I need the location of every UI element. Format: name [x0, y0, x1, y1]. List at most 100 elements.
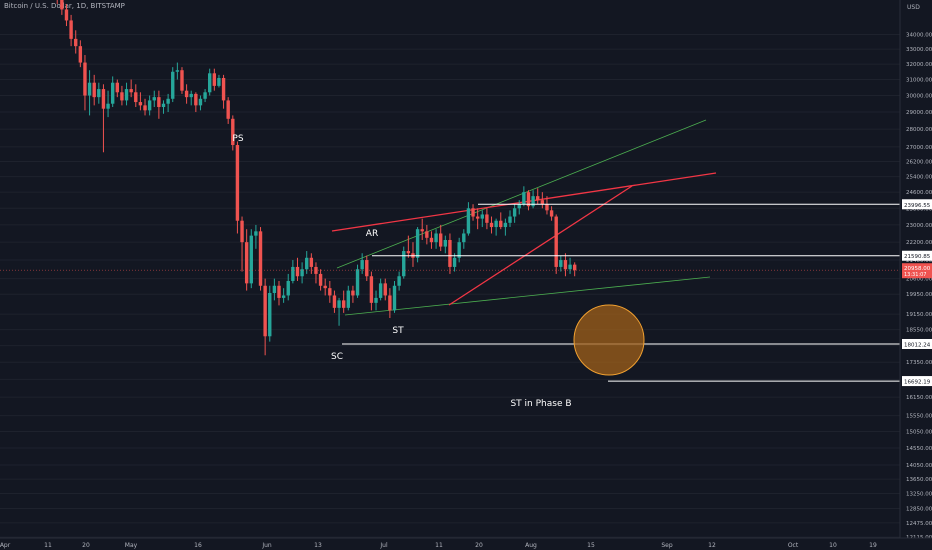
candle-body	[203, 92, 207, 99]
candle-body	[466, 208, 471, 234]
candle-body	[272, 285, 277, 294]
price-marker-box	[902, 250, 932, 261]
candle-body	[522, 192, 526, 205]
x-tick-label: Oct	[788, 542, 799, 549]
x-tick-label: Sep	[661, 542, 673, 549]
x-tick-label: 12	[708, 542, 716, 549]
y-tick-label: 23800.00	[906, 206, 932, 212]
candle-body	[328, 288, 332, 296]
candle-body	[318, 273, 323, 286]
y-tick-label: 29000.00	[906, 110, 932, 116]
candle-body	[244, 242, 249, 284]
candle-body	[549, 210, 554, 217]
candle-body	[291, 266, 295, 281]
candle-body	[268, 293, 272, 337]
candle-body	[281, 295, 286, 298]
y-tick-label: 18550.00	[906, 328, 932, 334]
candle-body	[249, 235, 253, 284]
candle-body	[74, 38, 78, 47]
y-tick-label: 27000.00	[906, 145, 932, 151]
x-tick-label: 20	[475, 542, 483, 549]
upper-channel-line	[336, 119, 707, 269]
candle-body	[175, 70, 180, 72]
candle-body	[221, 77, 226, 101]
candle-body	[355, 269, 360, 296]
candle-body	[83, 62, 87, 96]
candle-body	[499, 220, 503, 228]
y-tick-label: 22200.00	[906, 240, 932, 246]
candle-body	[415, 229, 420, 258]
candle-body	[263, 285, 267, 337]
candle-body	[231, 118, 235, 146]
x-tick-label: Aug	[525, 542, 537, 549]
y-tick-label: 20600.00	[906, 277, 932, 283]
candle-body	[97, 89, 101, 98]
candle-body	[194, 93, 198, 106]
lower-channel-line	[344, 276, 711, 316]
price-marker-box	[902, 199, 932, 210]
y-tick-label: 14550.00	[906, 446, 932, 452]
annotation-label: ST	[392, 326, 404, 336]
candle-body	[212, 73, 217, 86]
x-tick-label: May	[125, 542, 138, 549]
chart-header: Bitcoin / U.S. Dollar, 1D, BITSTAMP	[4, 2, 125, 10]
rising-wedge-line	[448, 185, 633, 306]
x-tick-label: Jun	[261, 542, 272, 549]
y-tick-label: 13650.00	[906, 477, 932, 483]
y-tick-label: 31000.00	[906, 78, 932, 84]
y-tick-label: 13250.00	[906, 492, 932, 498]
candle-body	[305, 257, 309, 270]
candle-body	[323, 285, 327, 289]
candle-body	[563, 260, 568, 270]
candle-body	[277, 285, 281, 298]
candle-body	[110, 82, 115, 104]
y-tick-label: 14050.00	[906, 463, 932, 469]
y-tick-label: 12850.00	[906, 506, 932, 512]
candle-body	[198, 98, 203, 106]
candle-body	[101, 89, 106, 109]
y-tick-label: 33000.00	[906, 47, 932, 53]
symbol-title: Bitcoin / U.S. Dollar, 1D, BITSTAMP	[4, 2, 125, 10]
currency-label: USD	[907, 4, 920, 11]
candle-body	[166, 98, 170, 104]
candle-body	[443, 239, 448, 247]
candle-body	[217, 77, 221, 86]
target-zone-circle	[573, 304, 645, 376]
candle-body	[378, 283, 383, 298]
x-tick-label: Apr	[0, 542, 11, 549]
candle-body	[138, 102, 143, 106]
y-tick-label: 19150.00	[906, 312, 932, 318]
candle-body	[388, 295, 392, 311]
x-tick-label: 15	[587, 542, 595, 549]
candle-body	[134, 92, 138, 103]
x-tick-label: 10	[829, 542, 837, 549]
candle-body	[526, 192, 531, 207]
x-tick-label: 20	[82, 542, 90, 549]
candle-body	[503, 222, 508, 228]
candle-body	[258, 231, 263, 286]
candle-body	[429, 237, 434, 243]
candle-body	[129, 89, 133, 93]
candle-body	[189, 93, 193, 98]
candle-body	[152, 97, 156, 101]
price-marker-label: 18012.24	[904, 342, 931, 348]
candle-body	[434, 233, 438, 243]
candle-body	[171, 71, 175, 99]
candle-body	[208, 73, 212, 93]
candle-body	[157, 97, 161, 108]
candle-body	[332, 295, 337, 308]
candle-body	[554, 216, 558, 267]
y-tick-label: 24600.00	[906, 190, 932, 196]
price-marker-label: 16692.19	[904, 380, 931, 386]
candle-body	[346, 290, 350, 308]
candle-body	[420, 229, 424, 232]
x-tick-label: 13	[314, 542, 322, 549]
candle-body	[92, 82, 96, 98]
candle-body	[351, 290, 355, 296]
x-tick-label: 16	[194, 542, 202, 549]
candle-body	[226, 100, 230, 119]
y-tick-label: 17350.00	[906, 360, 932, 366]
y-tick-label: 25400.00	[906, 175, 932, 181]
y-tick-label: 15050.00	[906, 430, 932, 436]
